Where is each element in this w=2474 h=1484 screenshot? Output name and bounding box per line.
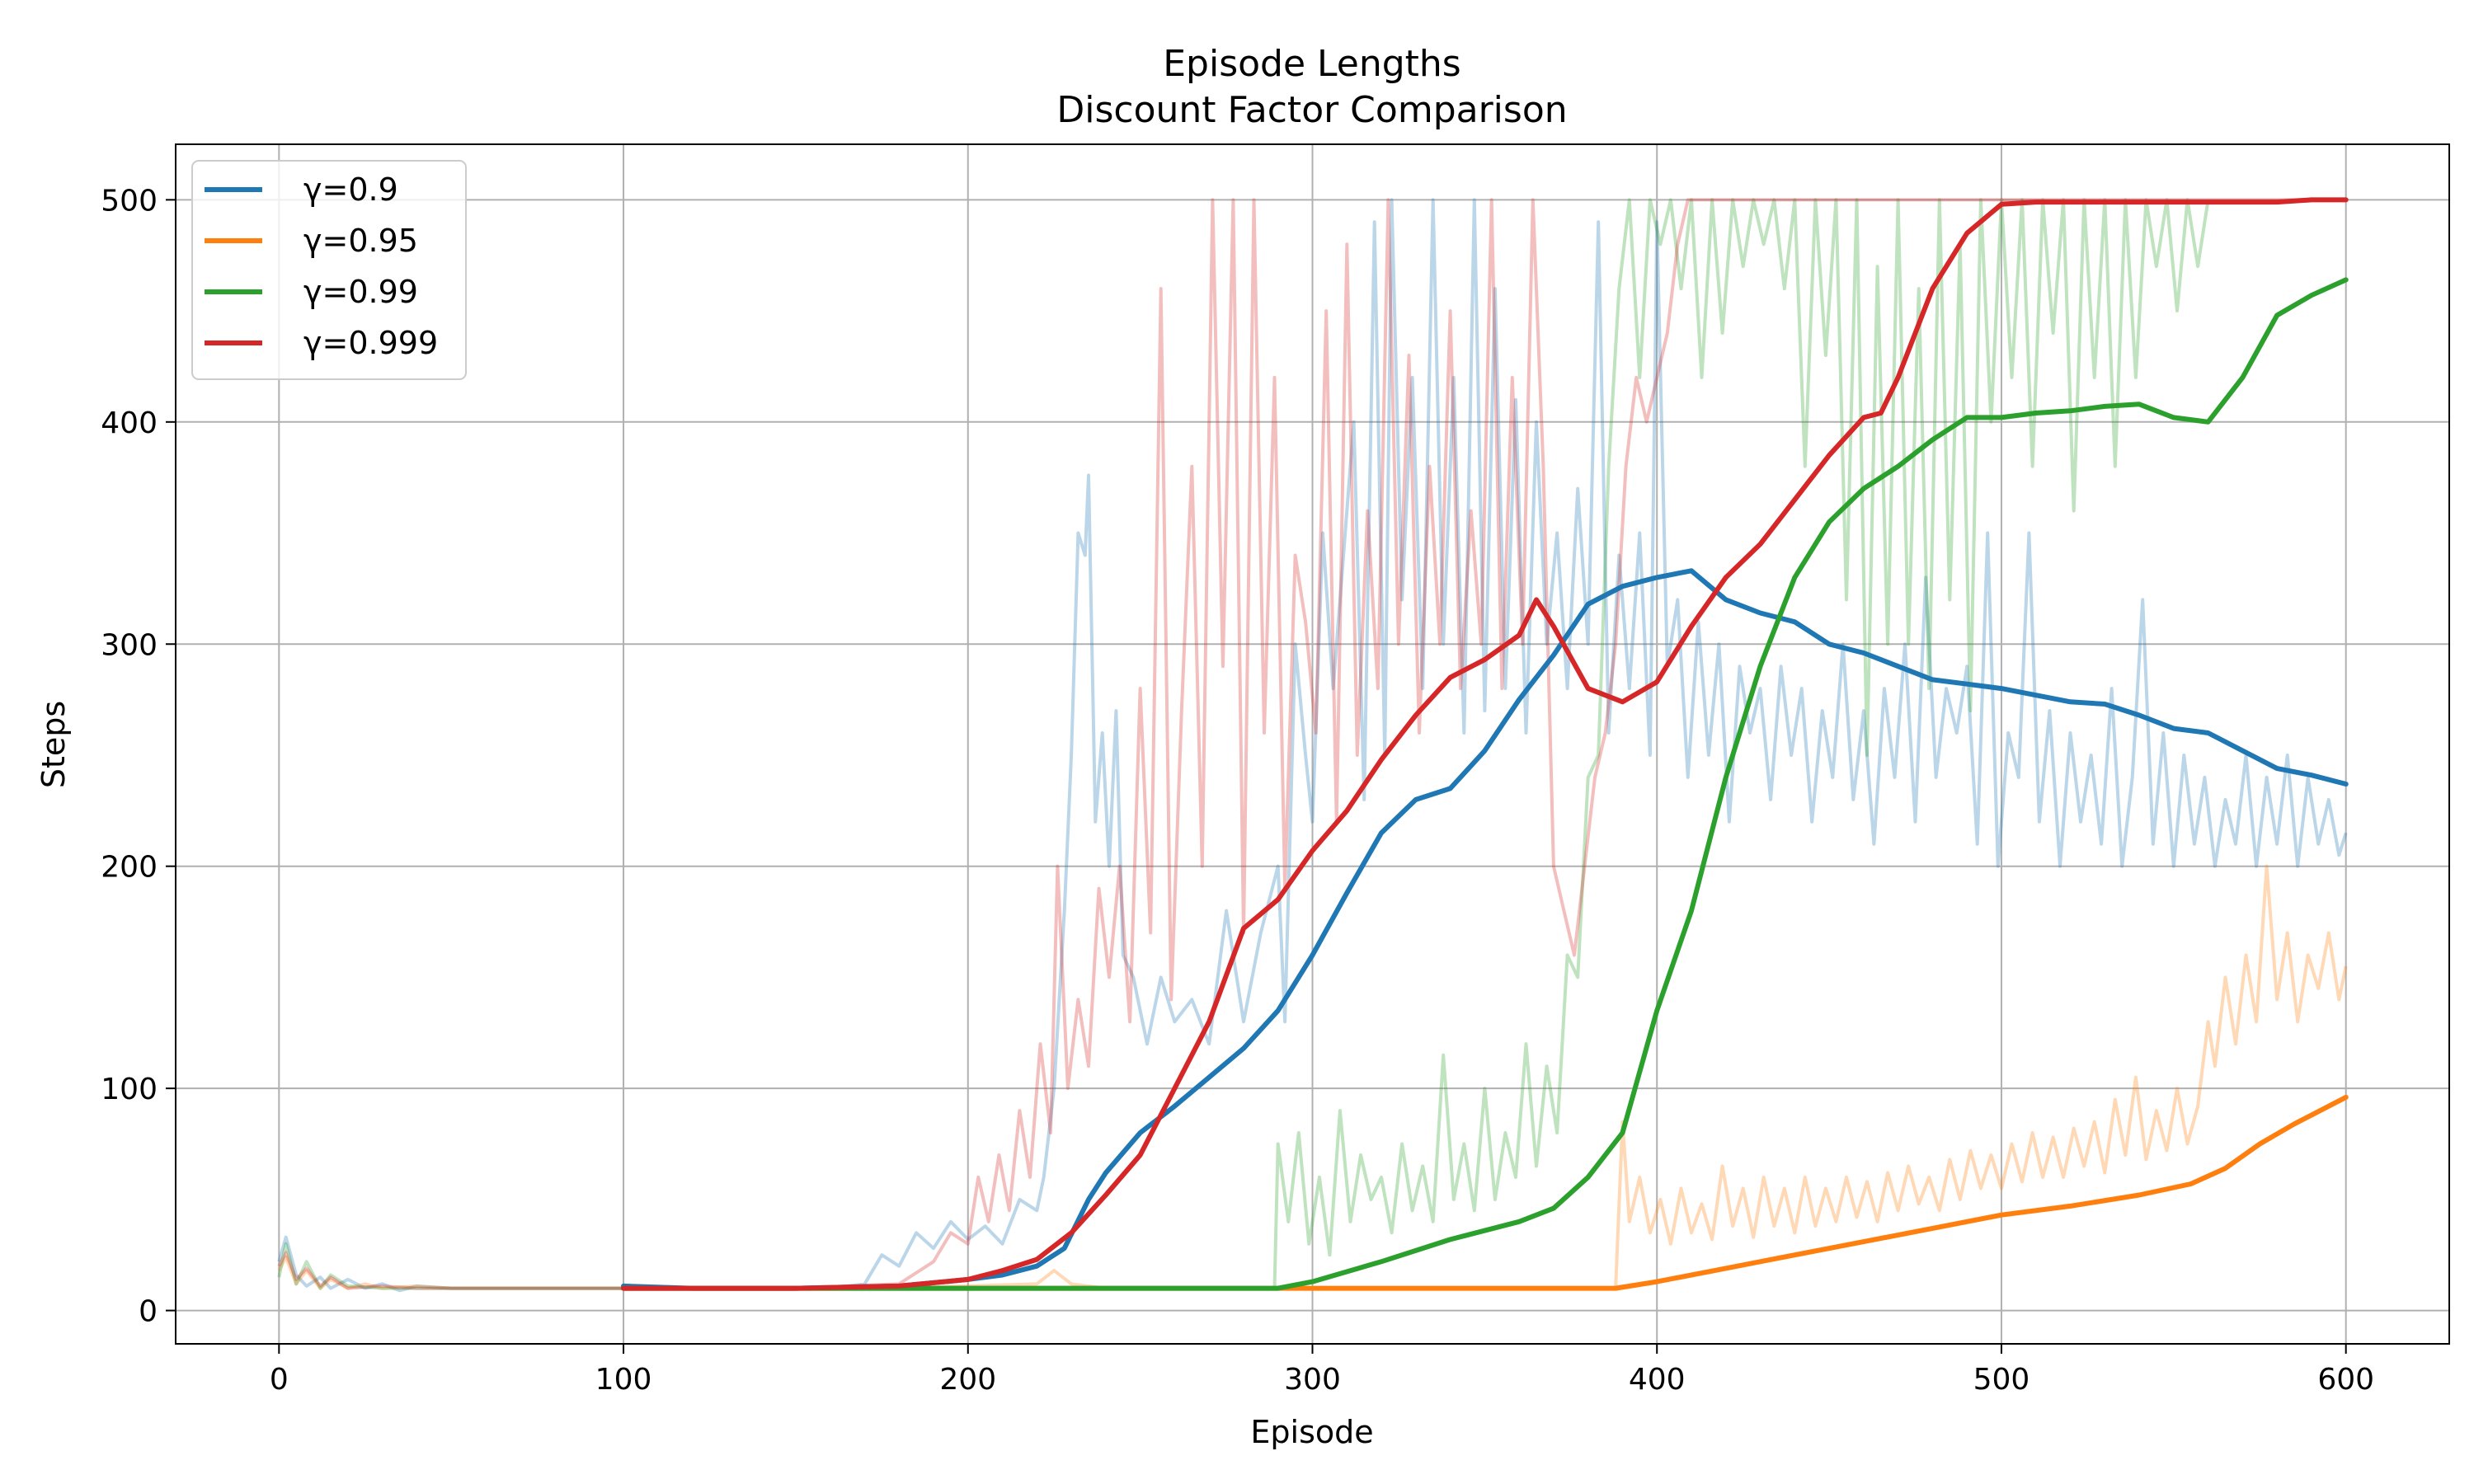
legend-label: γ=0.95 (303, 223, 418, 259)
legend: γ=0.9 γ=0.95 γ=0.99 γ=0.999 (191, 160, 467, 380)
smoothed-line-gamma-0999 (621, 197, 2349, 1291)
x-axis-label: Episode (1250, 1414, 1373, 1450)
x-tick-label: 400 (1629, 1363, 1686, 1397)
raw-series-layer (277, 198, 2348, 1293)
raw-line-gamma-0999 (277, 198, 2346, 1290)
y-axis-ticks: 0 100 200 300 400 500 (101, 184, 176, 1329)
grid (176, 144, 2449, 1344)
raw-line-gamma-09 (277, 198, 2348, 1293)
legend-label: γ=0.9 (303, 171, 398, 208)
y-tick-label: 0 (139, 1295, 158, 1329)
chart-title: Episode Lengths (1163, 43, 1460, 85)
y-tick-label: 100 (101, 1073, 158, 1106)
x-tick-label: 600 (2317, 1363, 2374, 1397)
y-axis-label: Steps (35, 701, 72, 788)
smoothed-line-gamma-099 (621, 277, 2349, 1291)
x-tick-label: 200 (939, 1363, 996, 1397)
legend-items: γ=0.9 γ=0.95 γ=0.99 γ=0.999 (205, 171, 438, 361)
raw-line-gamma-099 (277, 198, 2210, 1290)
smoothed-series-layer (621, 197, 2349, 1291)
x-tick-label: 300 (1284, 1363, 1341, 1397)
x-axis-ticks: 0 100 200 300 400 500 600 (270, 1344, 2374, 1397)
y-tick-label: 400 (101, 406, 158, 440)
legend-box (191, 160, 467, 380)
x-tick-label: 500 (1973, 1363, 2030, 1397)
legend-label: γ=0.99 (303, 274, 418, 310)
x-tick-label: 0 (270, 1363, 289, 1397)
y-tick-label: 300 (101, 628, 158, 662)
y-tick-label: 200 (101, 851, 158, 885)
chart-subtitle: Discount Factor Comparison (1056, 89, 1567, 131)
legend-label: γ=0.999 (303, 325, 438, 361)
x-tick-label: 100 (595, 1363, 652, 1397)
y-tick-label: 500 (101, 184, 158, 218)
